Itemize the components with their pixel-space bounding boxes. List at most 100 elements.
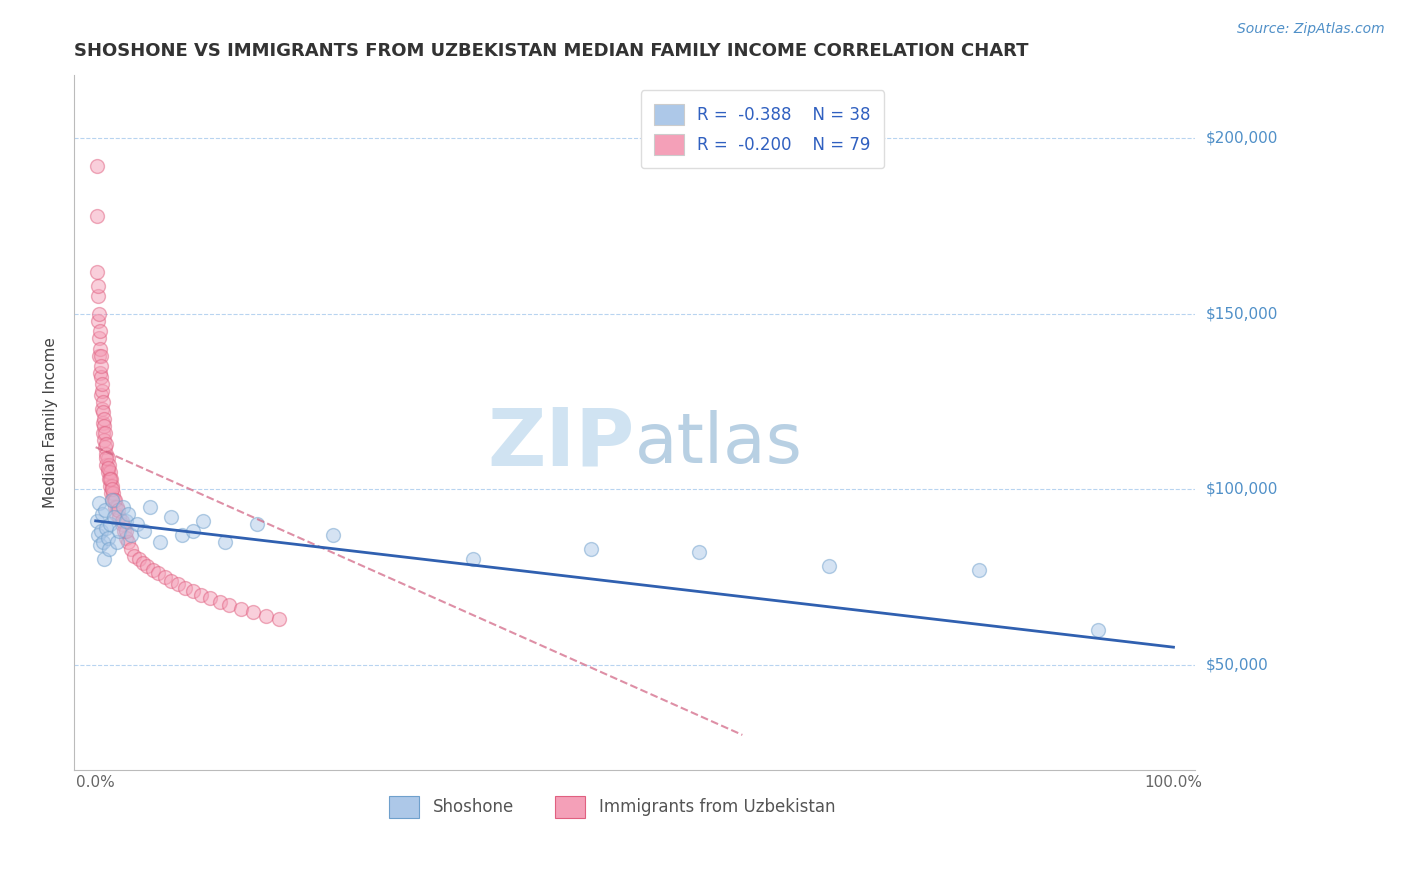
Point [91,401,114,416]
Point [110,517,132,532]
Point [153,570,176,584]
Point [190,588,212,602]
Point [817,559,839,574]
Point [120,528,142,542]
Text: atlas: atlas [634,410,803,477]
Point [101,492,124,507]
Point [89,342,111,356]
Point [87,528,110,542]
Text: Source: ZipAtlas.com: Source: ZipAtlas.com [1237,22,1385,37]
Point [117,507,139,521]
Point [105,507,128,521]
Point [231,601,253,615]
Point [86,209,108,223]
Point [114,532,136,546]
Point [91,384,114,398]
Point [108,510,131,524]
Point [132,556,155,570]
Point [254,608,277,623]
Point [98,517,121,532]
Point [108,524,131,539]
Point [322,528,344,542]
Point [87,349,110,363]
Point [90,359,112,374]
Point [91,394,114,409]
Point [117,535,139,549]
Point [142,563,165,577]
Point [91,416,114,430]
Point [100,472,122,486]
Point [110,514,132,528]
Point [89,538,111,552]
Point [90,524,112,539]
Point [89,324,111,338]
Point [91,405,114,419]
Point [136,559,159,574]
Point [104,500,127,514]
Y-axis label: Median Family Income: Median Family Income [44,337,58,508]
Point [98,465,121,479]
Point [969,563,991,577]
Point [96,450,118,465]
Point [208,594,231,608]
Point [104,492,127,507]
Point [105,500,128,514]
Point [112,524,135,539]
Point [103,492,125,507]
Point [170,528,193,542]
Point [93,412,115,426]
Point [86,514,108,528]
Point [107,503,129,517]
Point [94,503,117,517]
Point [90,349,112,363]
Point [98,479,121,493]
Point [87,496,110,510]
Point [93,552,115,566]
Point [105,535,128,549]
Point [96,461,118,475]
Point [101,485,124,500]
Point [198,591,221,605]
Point [89,367,111,381]
Point [100,485,122,500]
Point [120,541,142,556]
Point [101,479,124,493]
Point [91,376,114,391]
Point [96,450,118,465]
Point [149,535,172,549]
Legend: Shoshone, Immigrants from Uzbekistan: Shoshone, Immigrants from Uzbekistan [382,789,842,824]
Point [96,465,118,479]
Text: $50,000: $50,000 [1206,657,1268,673]
Point [96,521,118,535]
Point [103,510,125,524]
Point [90,370,112,384]
Point [146,566,169,581]
Point [97,541,120,556]
Point [246,517,269,532]
Point [97,458,120,472]
Point [114,524,136,539]
Point [94,426,117,441]
Point [91,426,114,441]
Point [125,517,148,532]
Text: $100,000: $100,000 [1206,482,1278,497]
Point [87,278,110,293]
Point [91,507,114,521]
Point [96,458,118,472]
Point [86,265,108,279]
Text: SHOSHONE VS IMMIGRANTS FROM UZBEKISTAN MEDIAN FAMILY INCOME CORRELATION CHART: SHOSHONE VS IMMIGRANTS FROM UZBEKISTAN M… [75,42,1029,60]
Point [181,524,204,539]
Point [111,500,134,514]
Point [160,574,183,588]
Point [128,552,150,566]
Point [138,500,160,514]
Point [98,472,121,486]
Point [87,314,110,328]
Point [214,535,236,549]
Point [93,433,115,447]
Point [181,584,204,599]
Point [124,549,146,563]
Point [87,331,110,345]
Point [96,436,118,450]
Point [134,524,156,539]
